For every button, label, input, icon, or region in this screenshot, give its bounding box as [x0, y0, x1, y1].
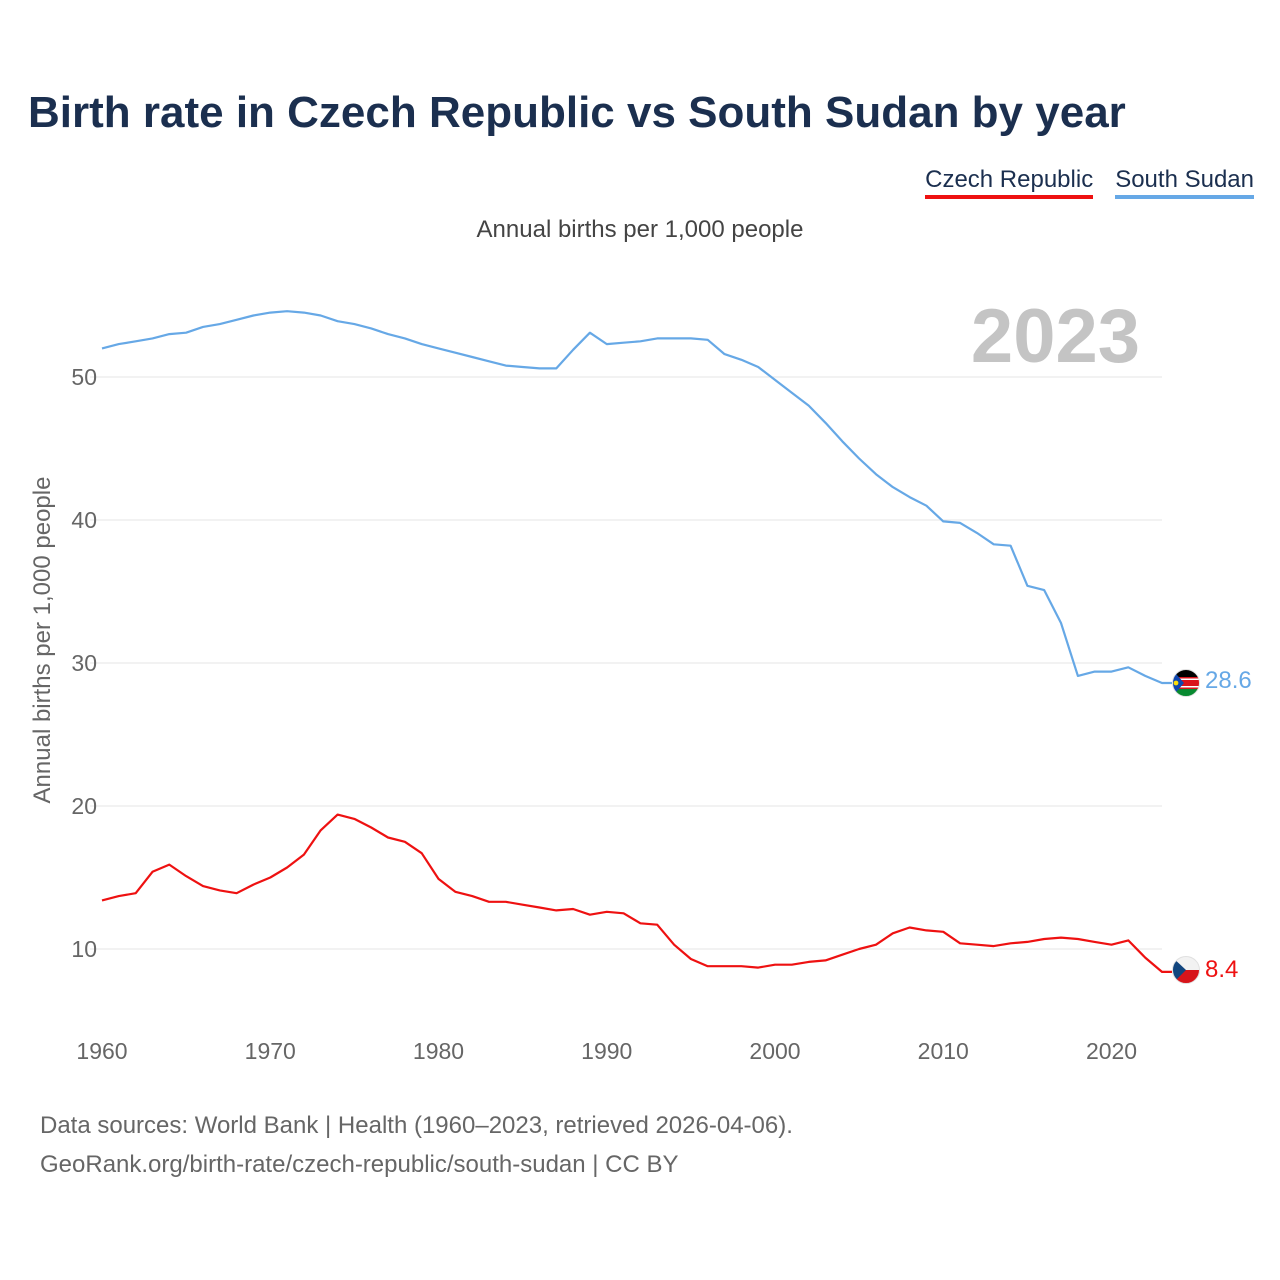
y-axis-label: Annual births per 1,000 people	[29, 477, 56, 804]
series-line-czech-republic	[101, 813, 1172, 974]
source-line: Data sources: World Bank | Health (1960–…	[40, 1112, 793, 1139]
czech-republic-end-label: 8.4	[1205, 956, 1238, 983]
x-tick-1990: 1990	[581, 1038, 632, 1064]
y-tick-10: 10	[71, 936, 97, 962]
year-label: 2023	[971, 294, 1140, 379]
series-line-south-sudan	[101, 310, 1172, 685]
y-tick-50: 50	[71, 364, 97, 390]
x-tick-1980: 1980	[413, 1038, 464, 1064]
source-footer: Data sources: World Bank | Health (1960–…	[40, 1106, 793, 1184]
legend: Czech Republic South Sudan	[925, 166, 1254, 199]
legend-item-czech-republic[interactable]: Czech Republic	[925, 166, 1094, 199]
grid-lines	[90, 376, 1162, 950]
x-tick-2020: 2020	[1086, 1038, 1137, 1064]
x-axis-ticks: 1960 1970 1980 1990 2000 2010 2020	[76, 1038, 1137, 1064]
y-tick-20: 20	[71, 793, 97, 819]
y-axis-ticks: 10 20 30 40 50	[71, 364, 97, 962]
chart-subtitle: Annual births per 1,000 people	[476, 216, 804, 243]
czech-flag-border	[1172, 956, 1200, 984]
x-tick-1970: 1970	[245, 1038, 296, 1064]
series-lines	[101, 310, 1172, 974]
czech-flag-icon	[1172, 956, 1200, 984]
page-title: Birth rate in Czech Republic vs South Su…	[28, 88, 1126, 137]
source-url[interactable]: GeoRank.org/birth-rate/czech-republic/so…	[40, 1151, 679, 1178]
y-tick-40: 40	[71, 507, 97, 533]
legend-item-south-sudan[interactable]: South Sudan	[1115, 166, 1254, 199]
y-tick-30: 30	[71, 650, 97, 676]
x-tick-2010: 2010	[918, 1038, 969, 1064]
x-tick-2000: 2000	[749, 1038, 800, 1064]
south-sudan-flag-icon	[1172, 669, 1200, 697]
south-sudan-flag-border	[1172, 669, 1200, 697]
south-sudan-end-label: 28.6	[1205, 667, 1252, 694]
x-tick-1960: 1960	[76, 1038, 127, 1064]
